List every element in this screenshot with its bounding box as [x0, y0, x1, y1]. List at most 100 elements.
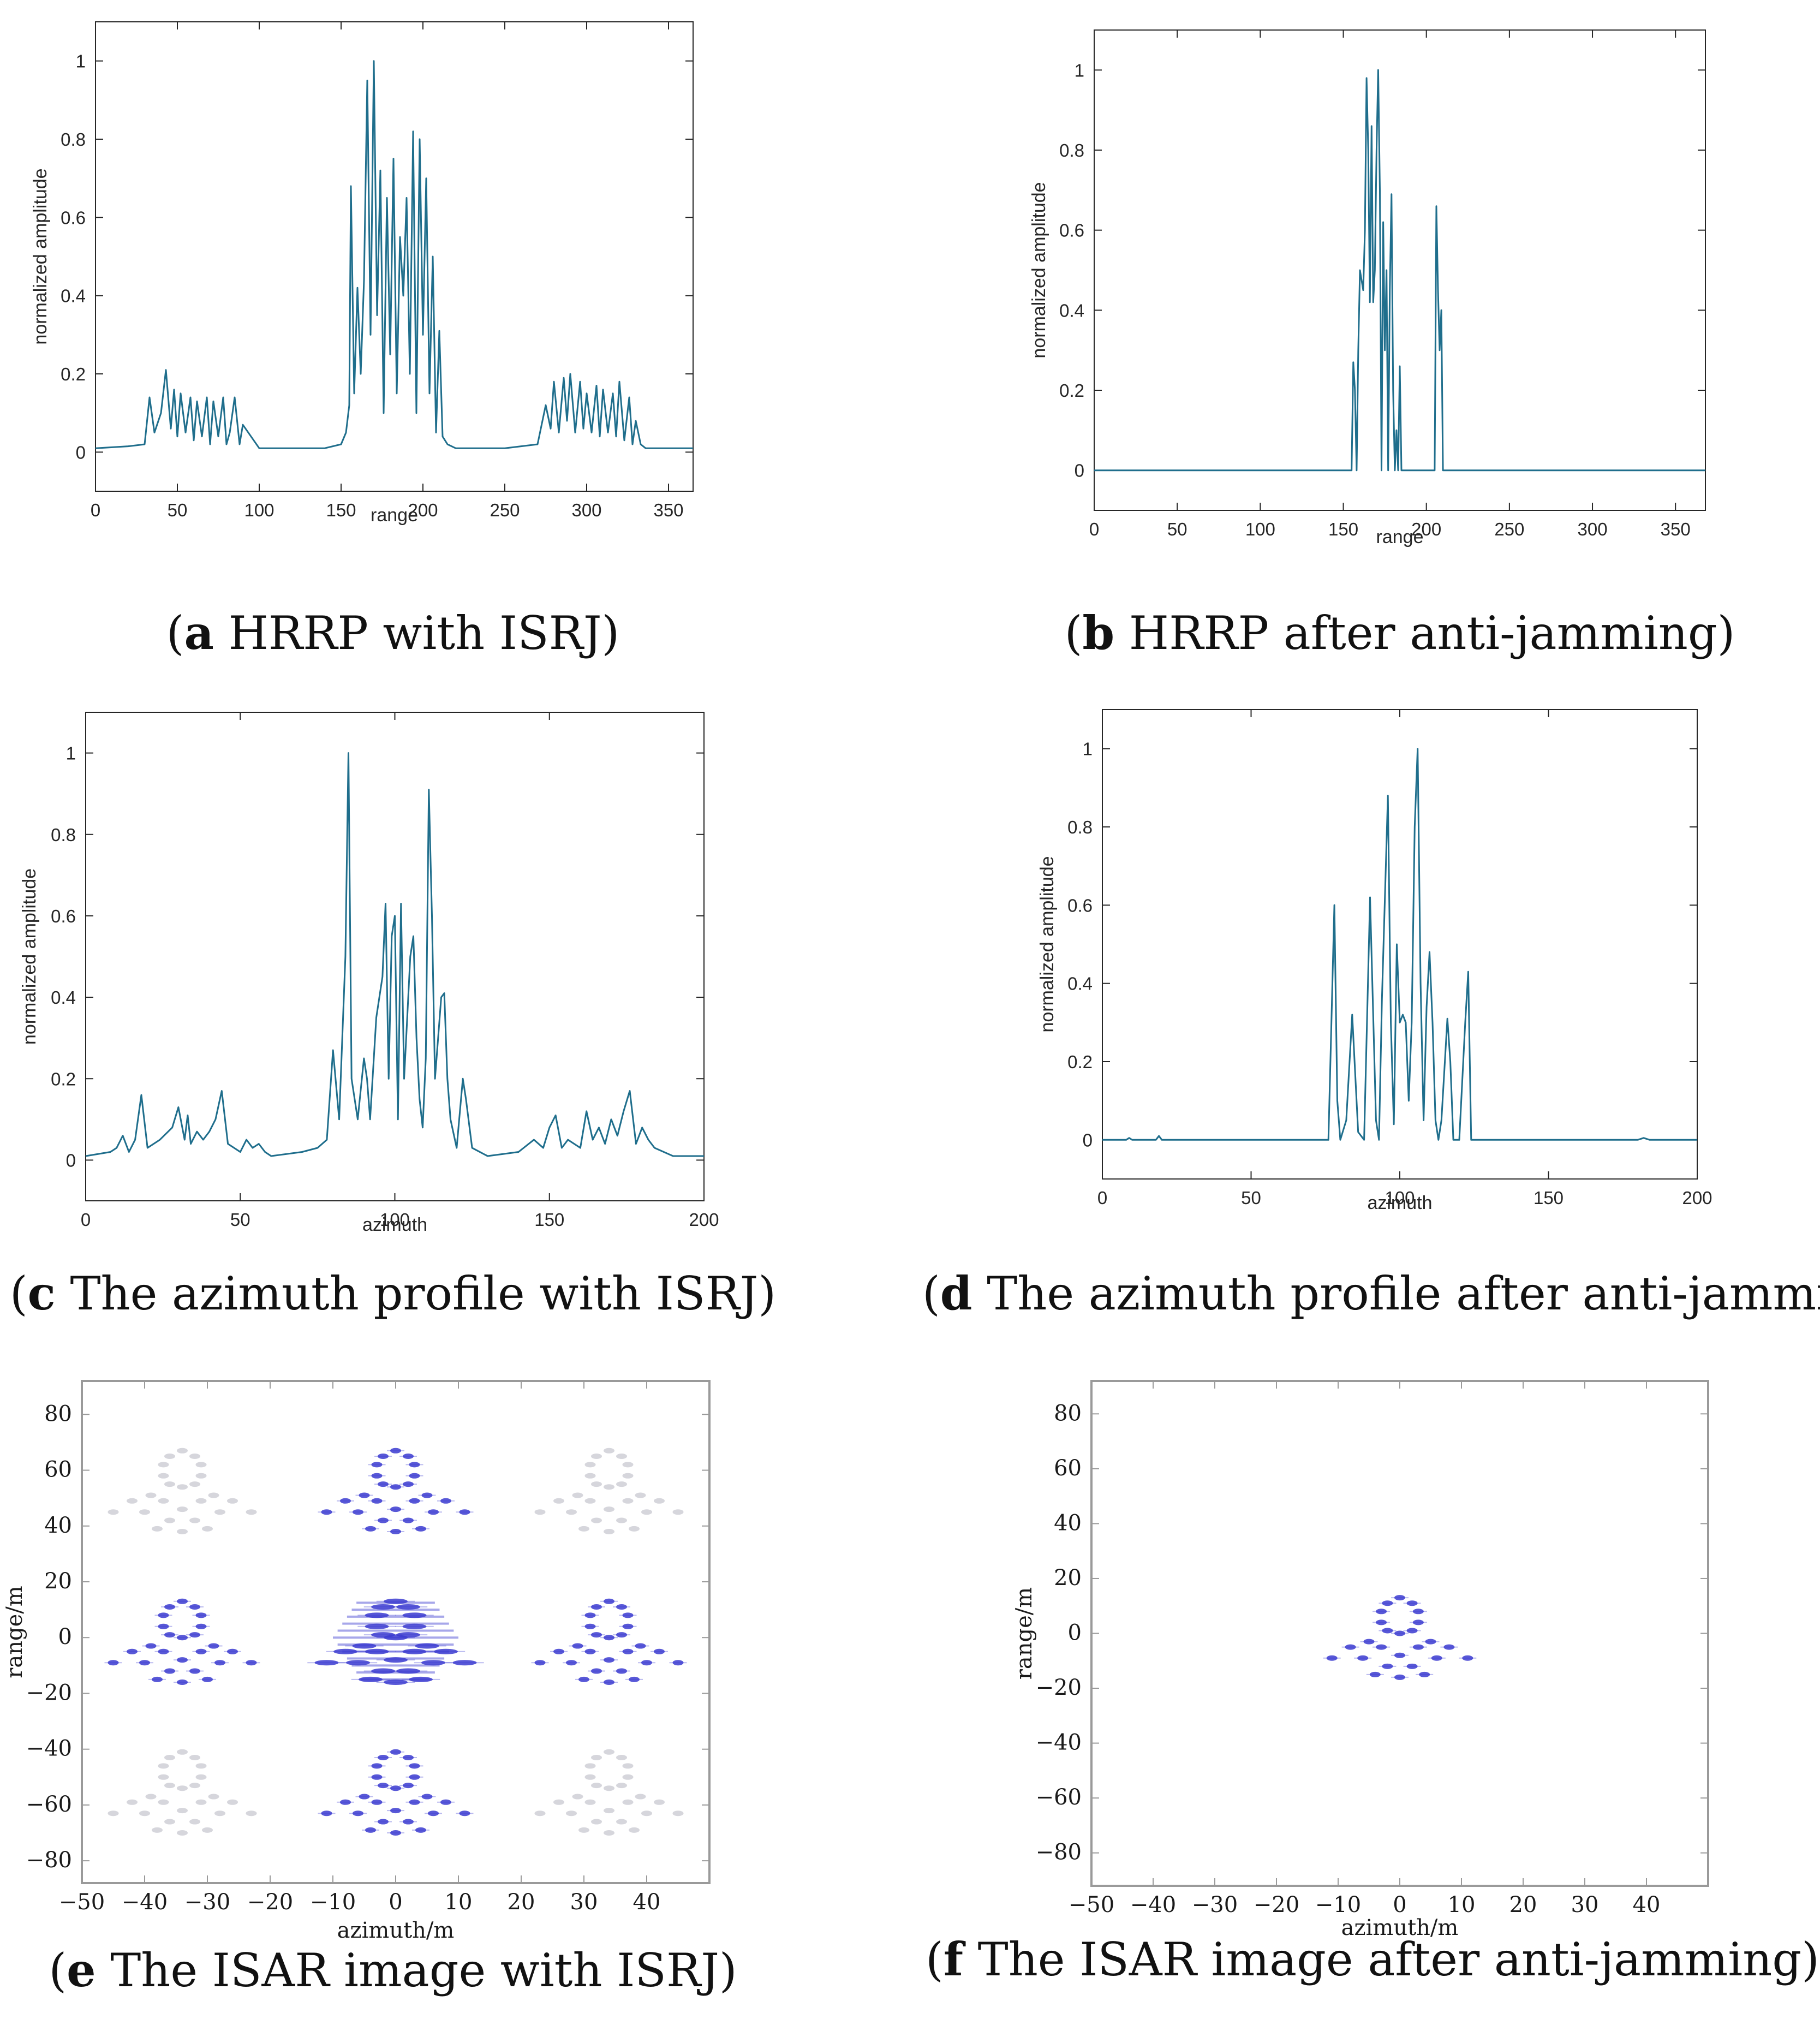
chart-f-xtick-label: −40 [1130, 1892, 1176, 1917]
chart-f-scatterer [1394, 1630, 1405, 1636]
chart-e-scatterer [403, 1517, 414, 1523]
chart-b-xtick-label: 100 [1245, 519, 1275, 539]
chart-b: 0 50 100 150 200 250 300 350 0 0.2 0.4 0.6 0.8 1 range… [982, 0, 1746, 579]
chart-a-xtick-label: 150 [326, 500, 356, 520]
chart-e-ytick-label: 60 [44, 1457, 72, 1482]
chart-e-scatterer [604, 1679, 614, 1685]
chart-e-scatterer [629, 1827, 640, 1833]
chart-c-ylabel: normalized amplitude [19, 868, 40, 1045]
chart-e-scatterer [415, 1526, 426, 1532]
chart-a-ylabel: normalized amplitude [30, 168, 51, 344]
chart-e-scatterer [371, 1774, 383, 1780]
chart-e-scatterer [152, 1827, 163, 1833]
chart-e-target-7 [318, 1749, 474, 1836]
chart-e-scatterer [189, 1632, 200, 1638]
chart-f-xtick-label: 10 [1448, 1892, 1476, 1917]
chart-e-scatterer [384, 1598, 408, 1604]
chart-a-ytick-label: 0 [76, 442, 86, 462]
chart-f-ytick-label: −60 [1036, 1785, 1082, 1810]
chart-e-scatterer [604, 1657, 614, 1663]
chart-f-xtick-label: 20 [1509, 1892, 1537, 1917]
chart-b-ytick-label: 0.2 [1059, 380, 1084, 401]
chart-c-xtick-label: 150 [534, 1210, 564, 1230]
chart-e-scatterer [189, 1481, 200, 1487]
chart-e-scatterer [534, 1509, 546, 1515]
chart-e-scatterer [591, 1454, 602, 1459]
chart-b-ylabel: normalized amplitude [1029, 182, 1049, 358]
chart-e-scatterer [403, 1454, 414, 1459]
chart-e-scatterer [177, 1679, 188, 1685]
chart-e-scatterer [246, 1660, 257, 1666]
chart-d-axes-frame [1102, 709, 1698, 1180]
chart-e-scatterer [616, 1783, 627, 1789]
chart-e-scatterer [604, 1749, 614, 1755]
chart-e-scatterer [139, 1810, 150, 1816]
chart-e-scatterer [421, 1794, 433, 1800]
chart-d-xlabel: azimuth [1367, 1193, 1432, 1213]
chart-e-scatterer [139, 1660, 150, 1666]
chart-e-scatterer [629, 1676, 640, 1682]
chart-e-scatterer [409, 1799, 420, 1805]
chart-e-target-6 [108, 1749, 257, 1836]
chart-e-scatterer [227, 1648, 238, 1654]
chart-e-scatterer [672, 1660, 684, 1666]
chart-e-scatterer [591, 1668, 602, 1674]
chart-f-scatterer [1412, 1644, 1424, 1650]
chart-e-scatterer [584, 1473, 596, 1479]
chart-e-scatterer [390, 1830, 401, 1836]
chart-e-scatterer [177, 1529, 188, 1534]
chart-d-plot: 0 50 100 150 200 0 0.2 0.4 0.6 0.8 1 azimuth normali… [1037, 709, 1712, 1213]
chart-a-ytick-label: 0.2 [61, 364, 86, 384]
chart-f-scatterer [1406, 1663, 1418, 1669]
chart-b-ytick-label: 0.6 [1059, 221, 1084, 241]
chart-e-scatterer [604, 1448, 614, 1454]
chart-e-ytick-label: 0 [58, 1624, 72, 1649]
chart-e-scatterer [591, 1604, 602, 1610]
chart-a-xtick-label: 300 [571, 500, 601, 520]
chart-a-xtick-label: 350 [653, 500, 683, 520]
chart-e-scatterer [321, 1509, 332, 1515]
chart-e-scatterer [403, 1755, 414, 1760]
chart-e-scatterer [365, 1526, 376, 1532]
chart-e-scatterer [403, 1819, 414, 1825]
chart-e-scatterer [415, 1643, 439, 1649]
chart-f-scatterer [1412, 1619, 1424, 1625]
chart-e-scatterer [127, 1648, 138, 1654]
chart-e-scatterer [409, 1498, 420, 1504]
chart-e-scatterer [246, 1810, 257, 1816]
chart-c-ytick-label: 0.8 [51, 825, 76, 845]
chart-e-scatterer [654, 1799, 665, 1805]
chart-e-scatterer [534, 1660, 546, 1666]
chart-b-plot: 0 50 100 150 200 250 300 350 0 0.2 0.4 0.6 0.8 1 range… [1029, 29, 1706, 547]
chart-e-scatterer [584, 1462, 596, 1468]
chart-e-scatterer [384, 1679, 408, 1685]
chart-e-scatterer [396, 1668, 420, 1674]
chart-a-xtick-label: 200 [408, 500, 438, 520]
chart-d-series-line [1102, 748, 1697, 1141]
chart-d-xtick-label: 0 [1097, 1188, 1107, 1208]
chart-e-scatterer [415, 1827, 426, 1833]
chart-e-scatterer [390, 1785, 401, 1791]
chart-e-scatterer [616, 1755, 627, 1760]
chart-f-scatterer [1376, 1619, 1387, 1625]
chart-e-scatterer [177, 1598, 188, 1604]
chart-f-ytick-label: 60 [1054, 1456, 1082, 1481]
chart-e-xlabel: azimuth/m [337, 1918, 455, 1943]
chart-e-scatterer [371, 1473, 383, 1479]
chart-e-scatterer [616, 1819, 627, 1825]
chart-e-scatterer [434, 1648, 458, 1654]
chart-e-scatterer [365, 1827, 376, 1833]
chart-f-scatterer [1345, 1644, 1356, 1650]
chart-c-ytick-label: 0.6 [51, 906, 76, 926]
chart-f-scatterer [1363, 1639, 1375, 1645]
chart-e-scatterer [604, 1529, 614, 1534]
chart-e-scatterer [177, 1635, 188, 1641]
chart-e-scatterer [578, 1526, 589, 1532]
chart-e-scatterer [622, 1498, 634, 1504]
chart-e-scatterer [604, 1785, 614, 1791]
chart-f-xtick-label: −30 [1192, 1892, 1238, 1917]
chart-e-scatterer [629, 1526, 640, 1532]
chart-e-scatterer [409, 1676, 433, 1682]
chart-a-ytick-label: 1 [76, 51, 86, 72]
chart-e-ytick-label: 80 [44, 1401, 72, 1426]
